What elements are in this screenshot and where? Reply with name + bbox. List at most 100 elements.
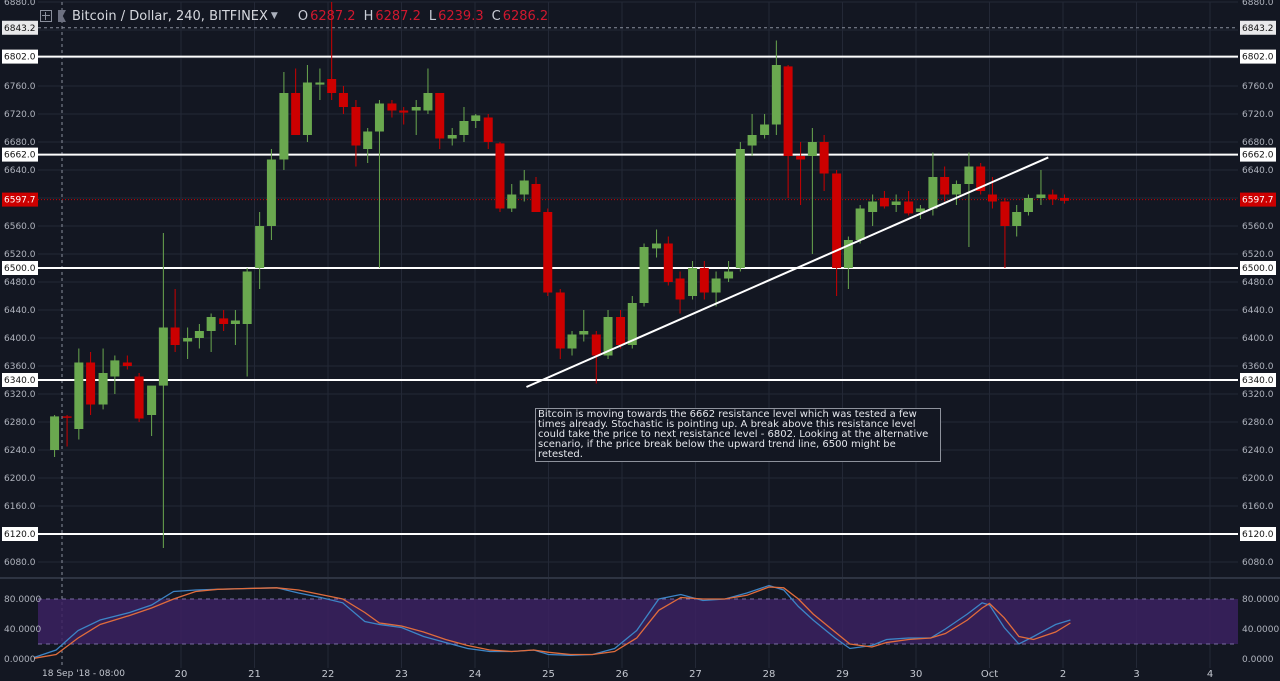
candle-down (832, 170, 842, 296)
crosshair-price-label: 6843.2 (4, 24, 36, 34)
resistance-levels (38, 55, 1238, 535)
x-tick-label: 30 (910, 669, 923, 680)
candle-body (760, 124, 770, 135)
y-tick-label: 6400.0 (4, 334, 36, 344)
candle-down (62, 415, 72, 447)
candle-body (50, 416, 60, 450)
candle-up (567, 331, 577, 356)
candle-up (459, 107, 469, 142)
resistance-price-box (1240, 147, 1276, 162)
chevron-down-icon[interactable]: ▼ (270, 11, 278, 21)
open-key: O (297, 8, 309, 24)
candle-body (663, 243, 673, 282)
candle-down (122, 355, 132, 370)
collapse-flag-icon[interactable] (58, 10, 66, 22)
candle-body (639, 247, 649, 303)
x-tick-label: 29 (836, 669, 849, 680)
y-tick-label: 6480.0 (1242, 278, 1274, 288)
candle-body (62, 416, 72, 418)
x-tick-label: 4 (1207, 669, 1213, 680)
candle-up (688, 261, 698, 300)
candle-up (855, 205, 865, 244)
resistance-price-label: 6662.0 (4, 151, 36, 161)
candle-body (363, 131, 373, 149)
y-tick-label: 6760.0 (4, 82, 36, 92)
stochastic-tick-label: 40.0000 (1242, 625, 1279, 635)
stochastic-lines (33, 584, 1071, 659)
candle-body (832, 173, 842, 268)
y-tick-label: 6280.0 (4, 418, 36, 428)
y-tick-label: 6640.0 (4, 166, 36, 176)
candle-up (724, 261, 734, 282)
candle-up (266, 149, 276, 240)
candle-body (507, 194, 517, 209)
candle-up (964, 152, 974, 247)
candle-body (1023, 198, 1033, 212)
resistance-price-label: 6120.0 (1242, 530, 1274, 540)
y-tick-label: 6240.0 (1242, 446, 1274, 456)
resistance-price-label: 6340.0 (1242, 376, 1274, 386)
candle-body (183, 338, 193, 342)
candle-down (663, 236, 673, 286)
candle-body (940, 177, 950, 195)
resistance-price-box (1240, 49, 1276, 64)
candle-body (796, 156, 806, 160)
high-value: 6287.2 (375, 8, 421, 24)
symbol-label[interactable]: Bitcoin / Dollar, 240, BITFINEX (72, 8, 268, 24)
candle-body (86, 362, 96, 405)
candle-up (868, 194, 878, 226)
candle-up (891, 194, 901, 212)
candle-up (735, 142, 745, 272)
current-price-label: 6597.7 (1242, 196, 1274, 206)
resistance-price-label: 6500.0 (1242, 264, 1274, 274)
candle-body (531, 184, 541, 212)
candle-up (471, 114, 481, 128)
candle-down (879, 191, 889, 209)
candle-down (819, 135, 829, 191)
candle-up (507, 184, 517, 212)
candle-body (158, 327, 168, 386)
x-tick-label: 21 (248, 669, 261, 680)
expand-icon[interactable] (40, 10, 52, 22)
candle-body (987, 194, 997, 202)
stochastic-d-line (33, 586, 1071, 659)
candle-body (891, 201, 901, 205)
candle-down (699, 261, 709, 300)
x-tick-label: 20 (175, 669, 188, 680)
trend-line-group (526, 156, 1049, 388)
candle-up (928, 152, 938, 216)
y-tick-label: 6200.0 (4, 474, 36, 484)
candle-body (747, 135, 757, 146)
candle-body (338, 93, 348, 107)
candle-up (147, 385, 157, 436)
candle-body (675, 278, 685, 300)
current-price-box (2, 192, 38, 207)
candle-down (1000, 198, 1010, 268)
y-tick-label: 6160.0 (1242, 502, 1274, 512)
candle-up (255, 212, 265, 289)
candle-body (423, 93, 433, 111)
grid-lines (0, 1, 1280, 668)
candle-body (147, 385, 157, 415)
candle-down (435, 93, 445, 149)
candle-body (951, 184, 961, 195)
y-tick-label: 6680.0 (1242, 138, 1274, 148)
y-tick-label: 6280.0 (1242, 418, 1274, 428)
y-tick-label: 6080.0 (1242, 558, 1274, 568)
candle-body (591, 334, 601, 356)
resistance-price-box (2, 147, 38, 162)
candle-up (915, 205, 925, 219)
close-value: 6286.2 (502, 8, 549, 24)
candle-body (904, 201, 914, 214)
candle-body (122, 362, 132, 366)
candle-body (1048, 194, 1058, 200)
candle-up (98, 348, 108, 410)
y-tick-label: 6720.0 (1242, 110, 1274, 120)
y-tick-label: 6760.0 (1242, 82, 1274, 92)
candle-up (194, 324, 204, 349)
candle-body (411, 107, 421, 111)
candle-up (423, 68, 433, 114)
resistance-price-label: 6802.0 (1242, 53, 1274, 63)
candle-down (616, 310, 626, 349)
candle-up (652, 229, 662, 258)
